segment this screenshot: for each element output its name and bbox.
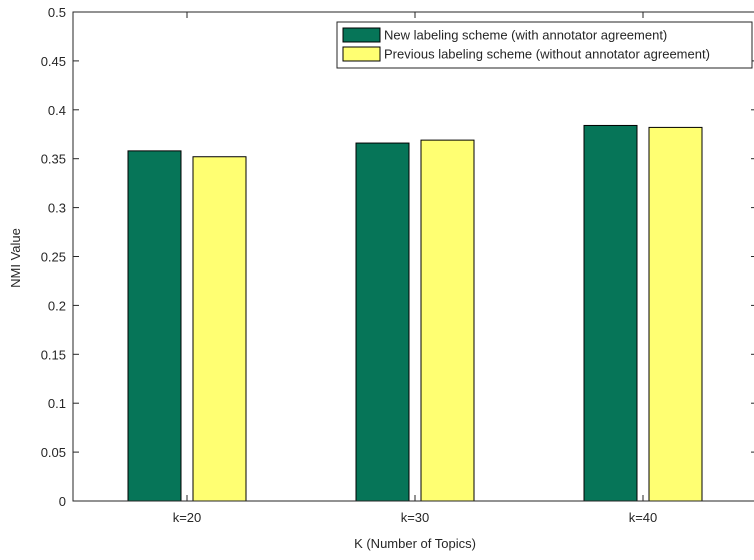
legend-box: [336, 21, 753, 69]
legend-label: Previous labeling scheme (without annota…: [384, 47, 710, 62]
y-axis-label: NMI Value: [8, 228, 23, 288]
y-tick-label: 0.1: [48, 396, 66, 411]
axes: 0 0.05 0.1 0.15 0.2 0.25 0.3 0.35 0.4 0.45 0.5 k=20…: [41, 5, 754, 525]
bar-previous-k-20: [192, 156, 247, 502]
y-tick-label: 0.4: [48, 103, 66, 118]
x-tick-label: k=20: [173, 510, 202, 525]
bar-new-k-20: [127, 150, 182, 502]
bar-new-k-40: [583, 124, 638, 502]
x-tick-label: k=40: [629, 510, 658, 525]
bar-previous-k-30: [420, 139, 475, 502]
x-axis-label: K (Number of Topics): [354, 536, 476, 551]
legend: New labeling scheme (with annotator agre…: [336, 21, 753, 69]
legend-swatch: [342, 46, 381, 62]
plot-area: [127, 124, 703, 502]
y-tick-label: 0.5: [48, 5, 66, 20]
y-tick-label: 0.35: [41, 152, 66, 167]
y-tick-label: 0: [59, 494, 66, 509]
x-tick-label: k=30: [401, 510, 430, 525]
bar-new-k-30: [355, 142, 410, 502]
y-tick-label: 0.15: [41, 347, 66, 362]
y-tick-label: 0.3: [48, 201, 66, 216]
y-tick-label: 0.2: [48, 298, 66, 313]
y-tick-label: 0.25: [41, 250, 66, 265]
y-tick-label: 0.05: [41, 445, 66, 460]
y-tick-label: 0.45: [41, 54, 66, 69]
legend-swatch: [342, 27, 381, 43]
bar-previous-k-40: [648, 126, 703, 502]
legend-label: New labeling scheme (with annotator agre…: [384, 28, 667, 43]
